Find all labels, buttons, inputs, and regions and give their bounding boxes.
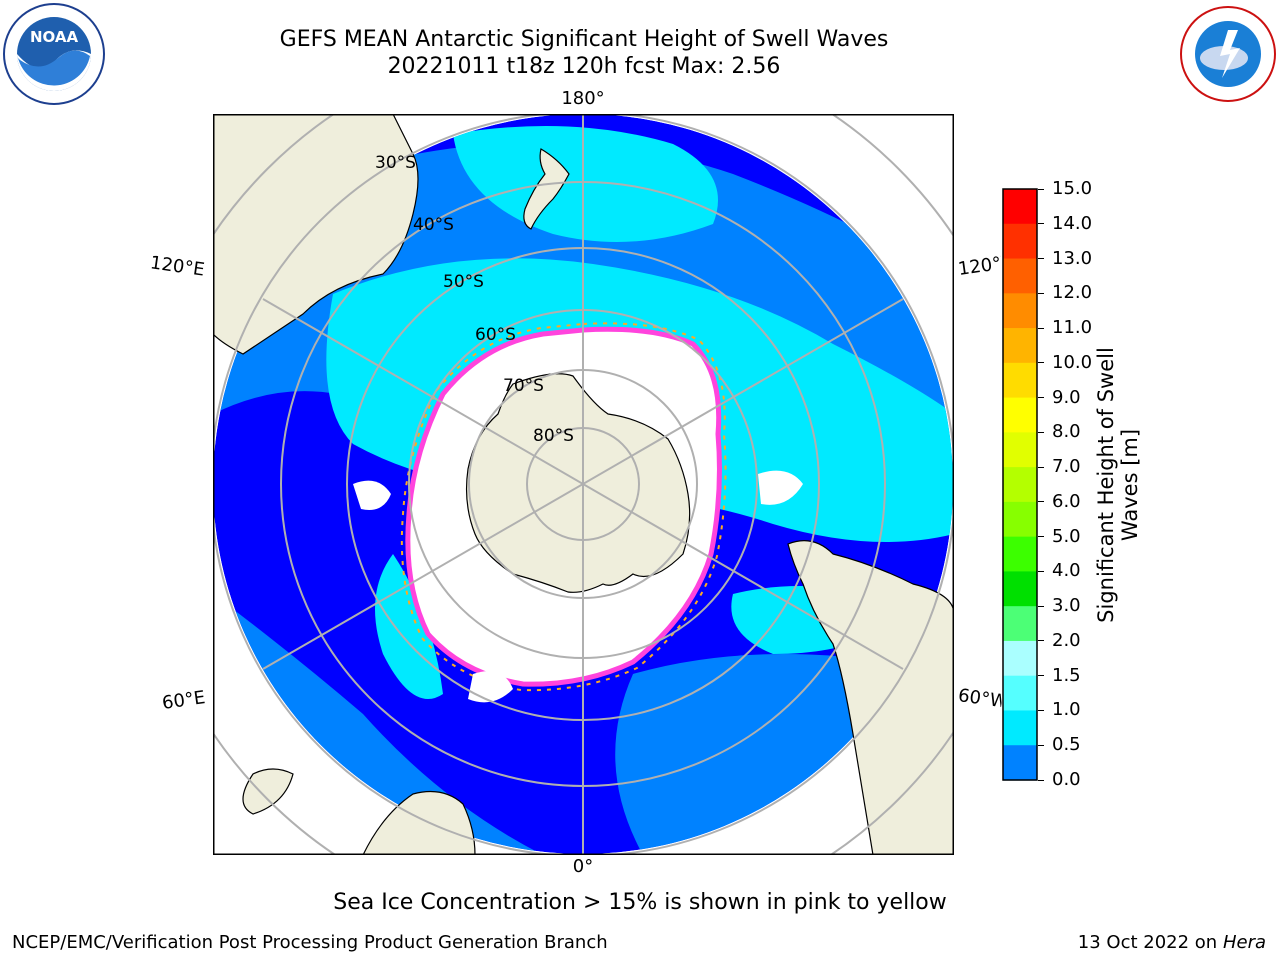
colorbar-tick-mark — [1038, 501, 1044, 503]
colorbar-tick-mark — [1038, 744, 1044, 746]
map-title: GEFS MEAN Antarctic Significant Height o… — [279, 27, 889, 52]
colorbar-tick-mark — [1038, 709, 1044, 711]
colorbar-segment — [1003, 467, 1037, 503]
lon-label-180: 180° — [561, 88, 605, 109]
colorbar-tick-label: 7.0 — [1052, 456, 1081, 478]
colorbar-tick-label: 15.0 — [1052, 178, 1093, 199]
colorbar-tick-mark — [1038, 292, 1044, 294]
colorbar-tick-mark — [1038, 779, 1044, 781]
new-zealand — [523, 148, 570, 230]
colorbar-tick-label: 0.5 — [1052, 734, 1081, 756]
antarctica — [465, 373, 691, 593]
lat-label-60s: 60°S — [475, 325, 516, 345]
africa — [362, 791, 476, 855]
colorbar-tick-mark — [1038, 258, 1044, 260]
colorbar-tick-label: 6.0 — [1052, 490, 1081, 512]
colorbar-tick-mark — [1038, 431, 1044, 433]
credit-date: 13 Oct 2022 on Hera — [1078, 932, 1266, 953]
colorbar-tick-label: 5.0 — [1052, 525, 1081, 547]
colorbar-label: Significant Height of Swell Waves [m] — [1094, 347, 1142, 623]
colorbar-tick-label: 0.0 — [1052, 769, 1081, 790]
lon-label-120w: 120°W — [956, 253, 1004, 280]
colorbar-tick-mark — [1038, 223, 1044, 225]
svg-text:NOAA: NOAA — [30, 28, 79, 46]
south-america — [787, 540, 954, 855]
colorbar-segment — [1003, 675, 1037, 712]
colorbar-segment — [1003, 293, 1037, 329]
lat-label-50s: 50°S — [443, 272, 484, 292]
colorbar-tick-mark — [1038, 397, 1044, 399]
lon-label-120e: 120°E — [148, 252, 206, 281]
colorbar-tick-mark — [1038, 570, 1044, 572]
colorbar-tick-mark — [1038, 188, 1044, 190]
colorbar-segment — [1003, 189, 1037, 225]
colorbar-tick-label: 9.0 — [1052, 386, 1081, 408]
lat-label-80s: 80°S — [533, 426, 574, 446]
colorbar-segment — [1003, 397, 1037, 433]
polar-map: 30°S 40°S 50°S 60°S 70°S 80°S — [213, 114, 954, 855]
colorbar-tick-label: 12.0 — [1052, 282, 1093, 304]
colorbar-tick-label: 11.0 — [1052, 317, 1093, 339]
credit-branch: NCEP/EMC/Verification Post Processing Pr… — [12, 932, 608, 953]
colorbar-tick-label: 14.0 — [1052, 212, 1093, 234]
colorbar-tick-label: 1.0 — [1052, 699, 1081, 721]
lat-label-30s: 30°S — [375, 153, 416, 173]
sea-ice-note: Sea Ice Concentration > 15% is shown in … — [333, 890, 947, 915]
colorbar — [1002, 188, 1038, 781]
colorbar-tick-mark — [1038, 605, 1044, 607]
credit-host: Hera — [1222, 932, 1266, 953]
colorbar-tick-mark — [1038, 327, 1044, 329]
credit-date-text: 13 Oct 2022 on — [1077, 932, 1223, 953]
colorbar-tick-label: 4.0 — [1052, 560, 1081, 582]
colorbar-tick-label: 8.0 — [1052, 421, 1081, 443]
colorbar-segment — [1003, 606, 1037, 642]
map-subtitle: 20221011 t18z 120h fcst Max: 2.56 — [387, 54, 781, 79]
lon-label-0: 0° — [572, 856, 594, 877]
colorbar-tick-label: 1.5 — [1052, 664, 1081, 686]
nws-logo — [1180, 6, 1276, 102]
lat-label-40s: 40°S — [413, 215, 454, 235]
colorbar-tick-mark — [1038, 466, 1044, 468]
colorbar-tick-label: 3.0 — [1052, 595, 1081, 617]
colorbar-segment — [1003, 640, 1037, 677]
colorbar-segment — [1003, 710, 1037, 746]
lon-label-60w: 60°W — [956, 685, 1004, 712]
madagascar — [242, 768, 294, 815]
colorbar-segment — [1003, 258, 1037, 294]
lon-label-60e: 60°E — [160, 687, 207, 714]
colorbar-tick-label: 2.0 — [1052, 629, 1081, 651]
colorbar-segment — [1003, 501, 1037, 538]
lat-label-70s: 70°S — [503, 376, 544, 396]
colorbar-tick-mark — [1038, 675, 1044, 677]
noaa-logo: NOAA — [3, 3, 105, 105]
colorbar-tick-mark — [1038, 640, 1044, 642]
colorbar-tick-mark — [1038, 362, 1044, 364]
colorbar-segment — [1003, 432, 1037, 468]
colorbar-tick-label: 10.0 — [1052, 351, 1093, 373]
colorbar-tick-label: 13.0 — [1052, 247, 1093, 269]
graticule — [213, 114, 954, 855]
colorbar-tick-mark — [1038, 536, 1044, 538]
colorbar-segment — [1003, 536, 1037, 573]
colorbar-segment — [1003, 745, 1037, 781]
colorbar-segment — [1003, 571, 1037, 607]
colorbar-segment — [1003, 362, 1037, 399]
colorbar-segment — [1003, 328, 1037, 364]
colorbar-segment — [1003, 223, 1037, 260]
